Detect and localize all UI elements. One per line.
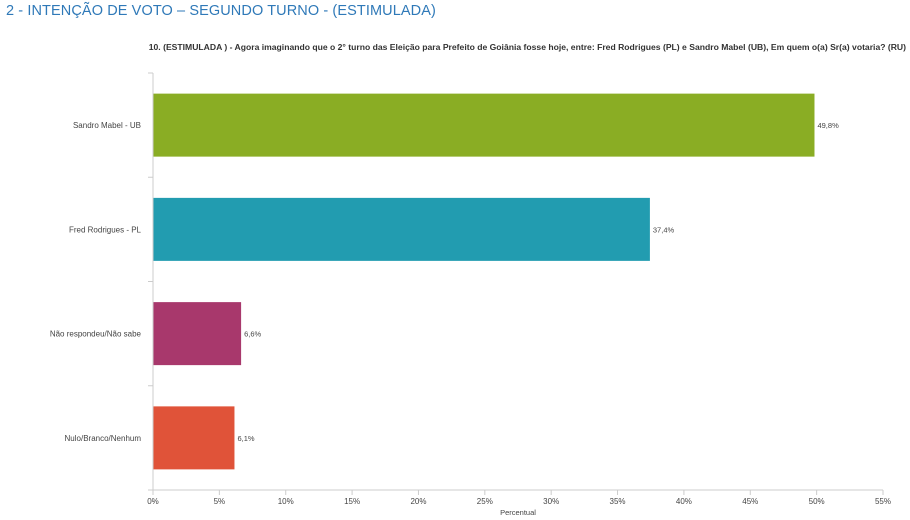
page-title: 2 - INTENÇÃO DE VOTO – SEGUNDO TURNO - (… [6, 3, 436, 19]
x-tick-label: 50% [809, 497, 825, 506]
bar-3 [153, 302, 242, 366]
x-tick-label: 25% [477, 497, 493, 506]
data-label: 6,1% [237, 434, 254, 443]
x-tick-label: 20% [410, 497, 426, 506]
x-tick-label: 40% [676, 497, 692, 506]
x-tick-label: 45% [742, 497, 758, 506]
data-label: 49,8% [817, 121, 839, 130]
category-label: Fred Rodrigues - PL [69, 225, 142, 234]
x-tick-label: 5% [214, 497, 226, 506]
bar-4 [153, 406, 235, 470]
category-label: Sandro Mabel - UB [73, 121, 141, 130]
x-tick-label: 35% [610, 497, 626, 506]
x-tick-label: 30% [543, 497, 559, 506]
x-tick-label: 55% [875, 497, 891, 506]
chart-title: 10. (ESTIMULADA ) - Agora imaginando que… [148, 42, 906, 52]
data-label: 37,4% [653, 225, 675, 234]
category-label: Nulo/Branco/Nenhum [65, 434, 142, 443]
bar-2 [153, 197, 650, 261]
x-tick-label: 15% [344, 497, 360, 506]
bar-1 [153, 93, 815, 157]
x-tick-label: 10% [278, 497, 294, 506]
x-axis-title: Percentual [500, 508, 536, 517]
x-tick-label: 0% [147, 497, 159, 506]
category-label: Não respondeu/Não sabe [50, 330, 142, 339]
data-label: 6,6% [244, 330, 261, 339]
